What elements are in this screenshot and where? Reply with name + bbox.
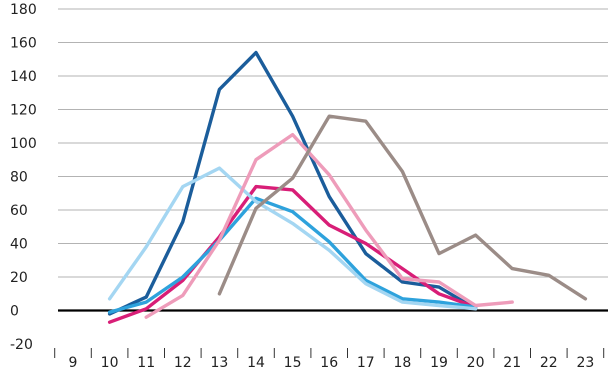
y-tick-label: 60	[10, 203, 28, 219]
x-tick-label: 13	[210, 355, 228, 371]
y-tick-label: 120	[10, 103, 37, 119]
x-tick-label: 17	[357, 355, 375, 371]
x-tick-label: 21	[503, 355, 521, 371]
x-tick-label: 12	[174, 355, 192, 371]
y-tick-label: 100	[10, 136, 37, 152]
y-tick-label: 40	[10, 237, 28, 253]
y-tick-label: 180	[10, 2, 37, 18]
series-lines	[107, 50, 588, 324]
x-tick-label: 20	[467, 355, 485, 371]
series-line-4	[107, 166, 478, 311]
series-line-5	[144, 132, 514, 319]
series-line-2	[107, 184, 478, 324]
y-tick-label: 80	[10, 170, 28, 186]
y-tick-label: 160	[10, 36, 37, 52]
series-line-1	[107, 50, 478, 316]
x-tick-label: 11	[137, 355, 155, 371]
x-tick-label: 18	[393, 355, 411, 371]
x-tick-label: 15	[284, 355, 302, 371]
x-tick-label: 22	[540, 355, 558, 371]
x-axis: 9 10 11 12 13 14 15 16 17 18 19 20 21 22 23	[54, 348, 605, 371]
series-line-3	[107, 196, 478, 314]
x-tick-label: 14	[247, 355, 265, 371]
y-tick-label: -20	[10, 337, 33, 353]
x-tick-label: 10	[101, 355, 119, 371]
x-tick-label: 19	[430, 355, 448, 371]
y-axis-tick-labels: 180 160 140 120 100 80 60 40 20 0 -20	[10, 2, 37, 353]
x-tick-label: 16	[320, 355, 338, 371]
series-line-6	[217, 114, 588, 301]
y-tick-label: 0	[10, 304, 19, 320]
y-tick-label: 20	[10, 270, 28, 286]
x-tick-label: 9	[69, 355, 78, 371]
gridlines	[58, 8, 608, 312]
y-tick-label: 140	[10, 69, 37, 85]
x-tick-label: 23	[576, 355, 594, 371]
